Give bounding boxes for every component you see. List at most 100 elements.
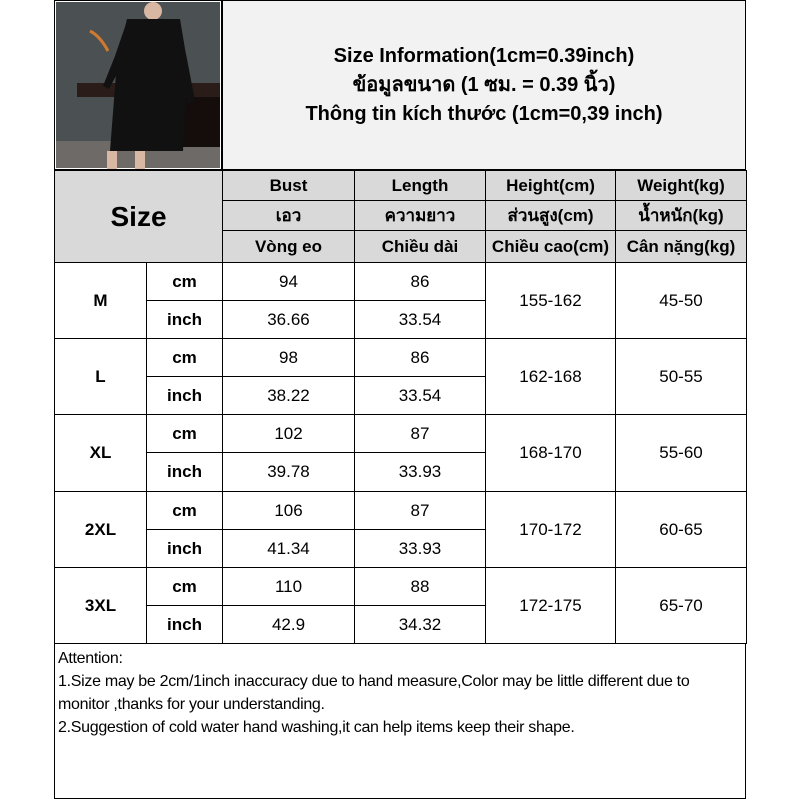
product-photo (54, 0, 222, 170)
title-thai: ข้อมูลขนาด (1 ซม. = 0.39 นิ้ว) (352, 73, 616, 96)
bust-cm-cell-text: 106 (274, 500, 303, 520)
column-header: Chiều cao(cm) (485, 230, 616, 263)
unit-cm-text: cm (172, 271, 197, 291)
length-cm-cell-text: 88 (410, 576, 430, 596)
size-label: L (54, 338, 147, 415)
height-cell-text: 168-170 (519, 443, 582, 462)
column-header: Vòng eo (222, 230, 355, 263)
height-cell-text: 162-168 (519, 366, 582, 386)
unit-cm-text: cm (172, 423, 197, 443)
bust-inch-cell: 42.9 (222, 605, 355, 644)
unit-inch: inch (146, 300, 223, 339)
length-cm-cell-text: 87 (410, 500, 430, 520)
unit-cm: cm (146, 414, 223, 453)
bust-cm-cell-text: 94 (279, 271, 298, 291)
column-header-text: Bust (269, 175, 308, 195)
weight-cell-text: 65-70 (659, 595, 703, 615)
column-header-text: Length (391, 175, 449, 195)
length-inch-cell: 33.93 (354, 452, 486, 492)
height-cell: 162-168 (485, 338, 616, 415)
column-header-text: Chiều dài (381, 236, 459, 256)
height-cell-text: 170-172 (519, 519, 582, 539)
length-inch-cell-text: 33.54 (398, 385, 442, 405)
bust-inch-cell-text: 36.66 (267, 309, 310, 329)
size-label-text: XL (89, 443, 112, 462)
column-header: Bust (222, 170, 355, 201)
bust-inch-cell-text: 41.34 (267, 538, 310, 558)
bust-cm-cell: 98 (222, 338, 355, 377)
column-header: Length (354, 170, 486, 201)
column-header: Chiều dài (354, 230, 486, 263)
bust-cm-cell: 102 (222, 414, 355, 453)
bust-inch-cell: 38.22 (222, 376, 355, 415)
notes-heading: Attention: (58, 650, 123, 667)
size-label-text: L (95, 366, 106, 386)
unit-inch: inch (146, 529, 223, 568)
length-cm-cell-text: 86 (410, 347, 430, 367)
size-label: XL (54, 414, 147, 492)
bust-inch-cell: 41.34 (222, 529, 355, 568)
weight-cell-text: 55-60 (659, 443, 703, 462)
length-inch-cell: 33.54 (354, 376, 486, 415)
bust-cm-cell: 110 (222, 567, 355, 606)
column-header-text: Chiều cao(cm) (491, 236, 610, 256)
unit-inch-text: inch (167, 462, 202, 481)
unit-cm: cm (146, 567, 223, 606)
weight-cell: 50-55 (615, 338, 747, 415)
bust-cm-cell: 94 (222, 262, 355, 301)
length-cm-cell-text: 87 (410, 423, 430, 443)
unit-cm: cm (146, 338, 223, 377)
length-cm-cell: 87 (354, 491, 486, 530)
column-header: Weight(kg) (615, 170, 747, 201)
unit-inch: inch (146, 376, 223, 415)
weight-cell: 65-70 (615, 567, 747, 644)
weight-cell: 55-60 (615, 414, 747, 492)
size-label: M (54, 262, 147, 339)
bust-inch-cell-text: 38.22 (267, 385, 310, 405)
unit-inch-text: inch (167, 538, 202, 558)
length-cm-cell: 87 (354, 414, 486, 453)
unit-cm-text: cm (172, 576, 197, 596)
column-header: Cân nặng(kg) (615, 230, 747, 263)
size-label: 2XL (54, 491, 147, 568)
bust-cm-cell-text: 98 (279, 347, 298, 367)
length-cm-cell: 86 (354, 338, 486, 377)
size-header: Size (54, 170, 223, 263)
unit-inch-text: inch (167, 614, 202, 634)
length-cm-cell: 86 (354, 262, 486, 301)
bust-cm-cell-text: 102 (274, 423, 303, 443)
unit-cm-text: cm (172, 500, 197, 520)
bust-inch-cell: 36.66 (222, 300, 355, 339)
unit-inch-text: inch (167, 309, 202, 329)
unit-inch-text: inch (167, 385, 202, 405)
attention-notes: Attention: 1.Size may be 2cm/1inch inacc… (54, 643, 746, 799)
column-header: น้ำหนัก(kg) (615, 200, 747, 231)
unit-inch: inch (146, 452, 223, 492)
column-header-text: ส่วนสูง(cm) (507, 206, 594, 225)
note-item: 2.Suggestion of cold water hand washing,… (58, 719, 575, 736)
height-cell: 172-175 (485, 567, 616, 644)
length-inch-cell: 33.93 (354, 529, 486, 568)
weight-cell: 45-50 (615, 262, 747, 339)
unit-inch: inch (146, 605, 223, 644)
note-item: 1.Size may be 2cm/1inch inaccuracy due t… (58, 673, 690, 713)
unit-cm: cm (146, 262, 223, 301)
height-cell-text: 155-162 (519, 290, 582, 310)
weight-cell-text: 60-65 (659, 519, 703, 539)
column-header-text: เอว (275, 206, 302, 225)
bust-inch-cell-text: 39.78 (267, 462, 310, 481)
column-header-text: ความยาว (384, 206, 456, 225)
size-label-text: 3XL (84, 595, 117, 615)
column-header: เอว (222, 200, 355, 231)
height-cell: 155-162 (485, 262, 616, 339)
column-header-text: Height(cm) (506, 175, 595, 195)
length-cm-cell-text: 86 (410, 271, 430, 291)
size-label: 3XL (54, 567, 147, 644)
length-inch-cell: 34.32 (354, 605, 486, 644)
bust-cm-cell-text: 110 (274, 576, 303, 596)
column-header: Height(cm) (485, 170, 616, 201)
column-header: ส่วนสูง(cm) (485, 200, 616, 231)
unit-cm-text: cm (172, 347, 197, 367)
bust-inch-cell-text: 42.9 (271, 614, 306, 634)
height-cell-text: 172-175 (519, 595, 582, 615)
